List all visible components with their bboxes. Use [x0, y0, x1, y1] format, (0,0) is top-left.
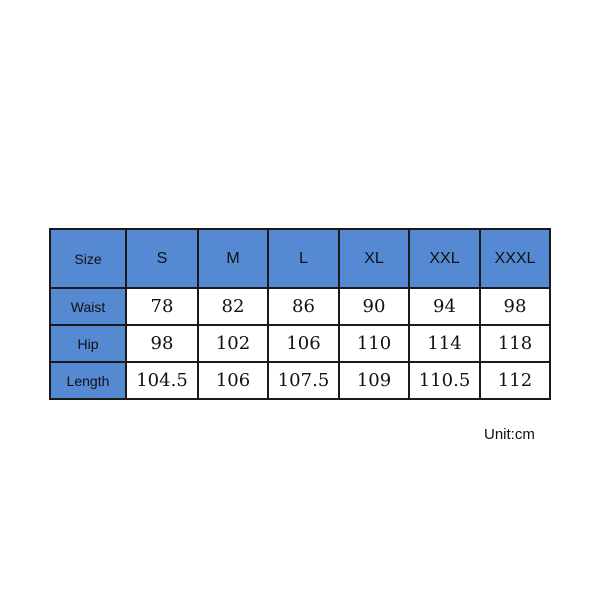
- table-cell: 109: [338, 361, 410, 400]
- table-cell: 78: [125, 287, 199, 326]
- table-cell: 118: [479, 324, 551, 363]
- header-row: Size S M L XL XXL XXXL: [49, 228, 551, 289]
- table-cell: 110.5: [408, 361, 481, 400]
- size-chart-table: Size S M L XL XXL XXXL Waist 78 82 86 90…: [49, 228, 551, 400]
- table-cell: 106: [267, 324, 340, 363]
- table-cell: 114: [408, 324, 481, 363]
- table-cell: 112: [479, 361, 551, 400]
- table-cell: 106: [197, 361, 269, 400]
- table-cell: 110: [338, 324, 410, 363]
- size-header: XL: [338, 228, 410, 289]
- header-size-label: Size: [49, 228, 127, 289]
- size-header: L: [267, 228, 340, 289]
- size-header: XXXL: [479, 228, 551, 289]
- table-cell: 98: [479, 287, 551, 326]
- table-cell: 94: [408, 287, 481, 326]
- row-label: Waist: [49, 287, 127, 326]
- table-cell: 104.5: [125, 361, 199, 400]
- row-label: Hip: [49, 324, 127, 363]
- table-row-waist: Waist 78 82 86 90 94 98: [49, 287, 551, 326]
- size-header: M: [197, 228, 269, 289]
- unit-note: Unit:cm: [484, 426, 535, 443]
- table-cell: 86: [267, 287, 340, 326]
- table-row-hip: Hip 98 102 106 110 114 118: [49, 324, 551, 363]
- table-cell: 82: [197, 287, 269, 326]
- table-cell: 107.5: [267, 361, 340, 400]
- table-row-length: Length 104.5 106 107.5 109 110.5 112: [49, 361, 551, 400]
- table-cell: 90: [338, 287, 410, 326]
- size-header: S: [125, 228, 199, 289]
- table-cell: 102: [197, 324, 269, 363]
- row-label: Length: [49, 361, 127, 400]
- table-cell: 98: [125, 324, 199, 363]
- size-header: XXL: [408, 228, 481, 289]
